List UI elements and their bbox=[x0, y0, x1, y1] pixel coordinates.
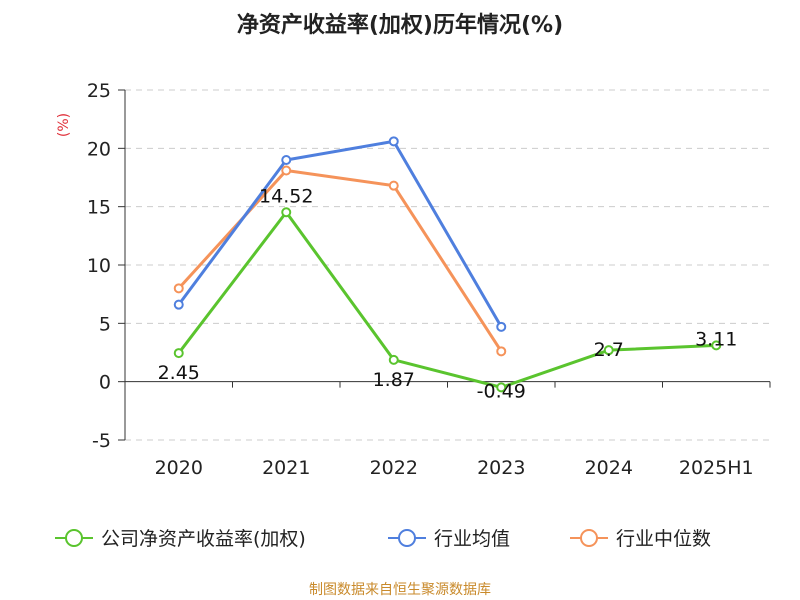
data-point bbox=[173, 348, 184, 359]
y-tick-label: 15 bbox=[87, 197, 111, 219]
data-point bbox=[496, 382, 507, 393]
data-point bbox=[388, 180, 399, 191]
y-axis-unit: (%) bbox=[56, 113, 72, 137]
y-tick-label: 0 bbox=[99, 372, 111, 394]
series-line-1 bbox=[177, 139, 503, 328]
source-note: 制图数据来自恒生聚源数据库 bbox=[309, 582, 491, 598]
data-label: -0.49 bbox=[477, 380, 526, 402]
y-tick-label: 25 bbox=[87, 80, 111, 102]
x-tick-label: 2021 bbox=[262, 457, 310, 479]
chart-title: 净资产收益率(加权)历年情况(%) bbox=[237, 12, 563, 38]
data-point bbox=[711, 340, 722, 351]
legend-label-1: 行业均值 bbox=[434, 528, 510, 550]
data-label: 14.52 bbox=[259, 185, 313, 207]
x-tick-label: 2024 bbox=[585, 457, 633, 479]
data-point bbox=[388, 136, 399, 147]
x-tick-labels: 2020 2021 2022 2023 2024 2025H1 bbox=[155, 457, 754, 479]
legend-label-2: 行业中位数 bbox=[616, 528, 711, 550]
data-label: 2.7 bbox=[594, 339, 624, 361]
data-point bbox=[496, 321, 507, 332]
data-label: 2.45 bbox=[158, 362, 200, 384]
series-line-2 bbox=[177, 169, 503, 353]
data-point bbox=[281, 155, 292, 165]
x-tick-label: 2023 bbox=[477, 457, 525, 479]
data-point bbox=[603, 345, 614, 356]
x-tick-label: 2020 bbox=[155, 457, 203, 479]
data-point bbox=[281, 207, 292, 218]
data-point bbox=[388, 354, 399, 365]
y-tick-label: 10 bbox=[87, 255, 111, 277]
legend: 公司净资产收益率(加权) 行业均值 行业中位数 bbox=[55, 528, 711, 550]
data-label: 1.87 bbox=[373, 369, 415, 391]
data-point bbox=[496, 346, 507, 357]
series-line-0 bbox=[177, 210, 717, 389]
legend-marker-0 bbox=[65, 529, 83, 547]
legend-label-0: 公司净资产收益率(加权) bbox=[101, 528, 306, 550]
x-tick-label: 2025H1 bbox=[679, 457, 754, 479]
y-tick-label: -5 bbox=[92, 430, 111, 452]
axes bbox=[118, 89, 771, 441]
y-tick-label: 20 bbox=[87, 138, 111, 160]
y-tick-labels: 25 20 15 10 5 0 -5 bbox=[87, 80, 111, 452]
data-point bbox=[281, 165, 292, 176]
grid-lines bbox=[125, 89, 770, 441]
series-lines bbox=[173, 136, 722, 393]
y-tick-label: 5 bbox=[99, 313, 111, 335]
x-tick-label: 2022 bbox=[370, 457, 418, 479]
data-labels: 2.45 14.52 1.87 -0.49 2.7 3.11 bbox=[158, 185, 738, 402]
data-point bbox=[173, 283, 184, 294]
data-point bbox=[173, 299, 184, 310]
data-label: 3.11 bbox=[695, 328, 737, 350]
legend-marker-1 bbox=[398, 529, 416, 547]
legend-marker-2 bbox=[580, 529, 598, 547]
